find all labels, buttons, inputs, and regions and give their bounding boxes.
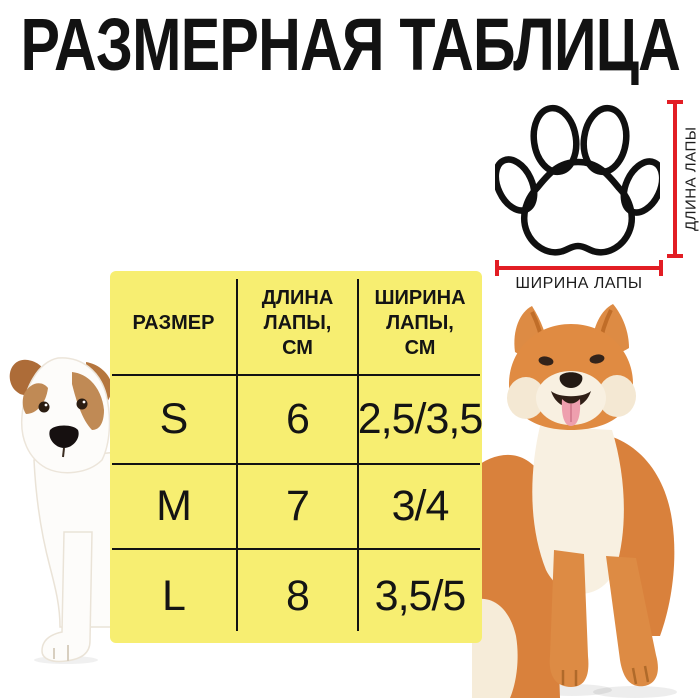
row-m-width: 3/4 <box>391 482 450 530</box>
shiba-front-leg-right <box>606 556 658 687</box>
tan-face-patch-left <box>22 383 48 414</box>
row-l-length: 8 <box>286 571 310 620</box>
length-measure-cap-bottom <box>667 254 683 258</box>
size-table: РАЗМЕР ДЛИНА ЛАПЫ, СМ ШИРИНА ЛАПЫ, СМ S … <box>110 271 484 643</box>
paw-length-label: ДЛИНА ЛАПЫ <box>682 126 700 232</box>
shiba-eye-right <box>589 354 605 364</box>
dog-eye-right <box>76 398 88 410</box>
eye-highlight <box>44 403 48 407</box>
paw-toe-outer-left <box>495 156 538 214</box>
header-size: РАЗМЕР <box>132 311 215 334</box>
shiba-cheek-right <box>598 375 636 417</box>
row-s-length: 6 <box>286 395 310 443</box>
size-table-grid: РАЗМЕР ДЛИНА ЛАПЫ, СМ ШИРИНА ЛАПЫ, СМ S … <box>110 271 484 643</box>
shiba-toe-lines <box>561 665 650 686</box>
shiba-mouth <box>551 391 591 408</box>
paw-shadow <box>593 686 677 698</box>
dog-nose <box>49 425 79 448</box>
length-measure-cap-top <box>667 100 683 104</box>
row-m-length: 7 <box>286 482 310 530</box>
paw-toe-inner-left <box>530 104 580 176</box>
length-measure-line <box>673 100 677 258</box>
paw-print-diagram <box>495 104 660 256</box>
dog-eye-left <box>38 401 50 413</box>
column-divider <box>236 279 238 631</box>
width-measure-cap-right <box>659 260 663 276</box>
row-l-size: L <box>162 571 186 620</box>
header-paw-length: ДЛИНА ЛАПЫ, СМ <box>261 286 334 359</box>
row-divider <box>112 548 480 550</box>
dog-mouth-line <box>62 447 65 458</box>
shiba-inu-dog-photo <box>472 304 677 698</box>
paw-toe-outer-right <box>620 158 660 216</box>
page-title: РАЗМЕРНАЯ ТАБЛИЦА <box>0 3 700 86</box>
width-measure-cap-left <box>495 260 499 276</box>
jack-russell-dog-photo <box>9 357 118 664</box>
shiba-front-leg-left <box>549 550 589 687</box>
row-divider <box>112 374 480 376</box>
row-l-width: 3,5/5 <box>374 571 467 620</box>
shiba-eye-left <box>538 356 554 366</box>
shiba-nose <box>559 372 583 388</box>
width-measure-line <box>495 266 663 270</box>
shiba-cheek-left <box>507 377 545 419</box>
eye-highlight <box>82 400 86 404</box>
header-paw-width: ШИРИНА ЛАПЫ, СМ <box>374 286 466 359</box>
column-divider <box>357 279 359 631</box>
row-s-width: 2,5/3,5 <box>357 395 484 443</box>
paw-width-label: ШИРИНА ЛАПЫ <box>515 275 643 292</box>
paw-main-pad <box>521 158 635 256</box>
row-s-size: S <box>159 395 189 443</box>
row-m-size: M <box>156 482 192 530</box>
dog-front-leg <box>41 531 93 663</box>
page-title-text: РАЗМЕРНАЯ ТАБЛИЦА <box>20 2 680 86</box>
row-divider <box>112 463 480 465</box>
tan-face-patch-right <box>72 372 104 430</box>
shiba-rear-fluff <box>472 598 518 698</box>
paw-toe-lines <box>53 645 69 661</box>
